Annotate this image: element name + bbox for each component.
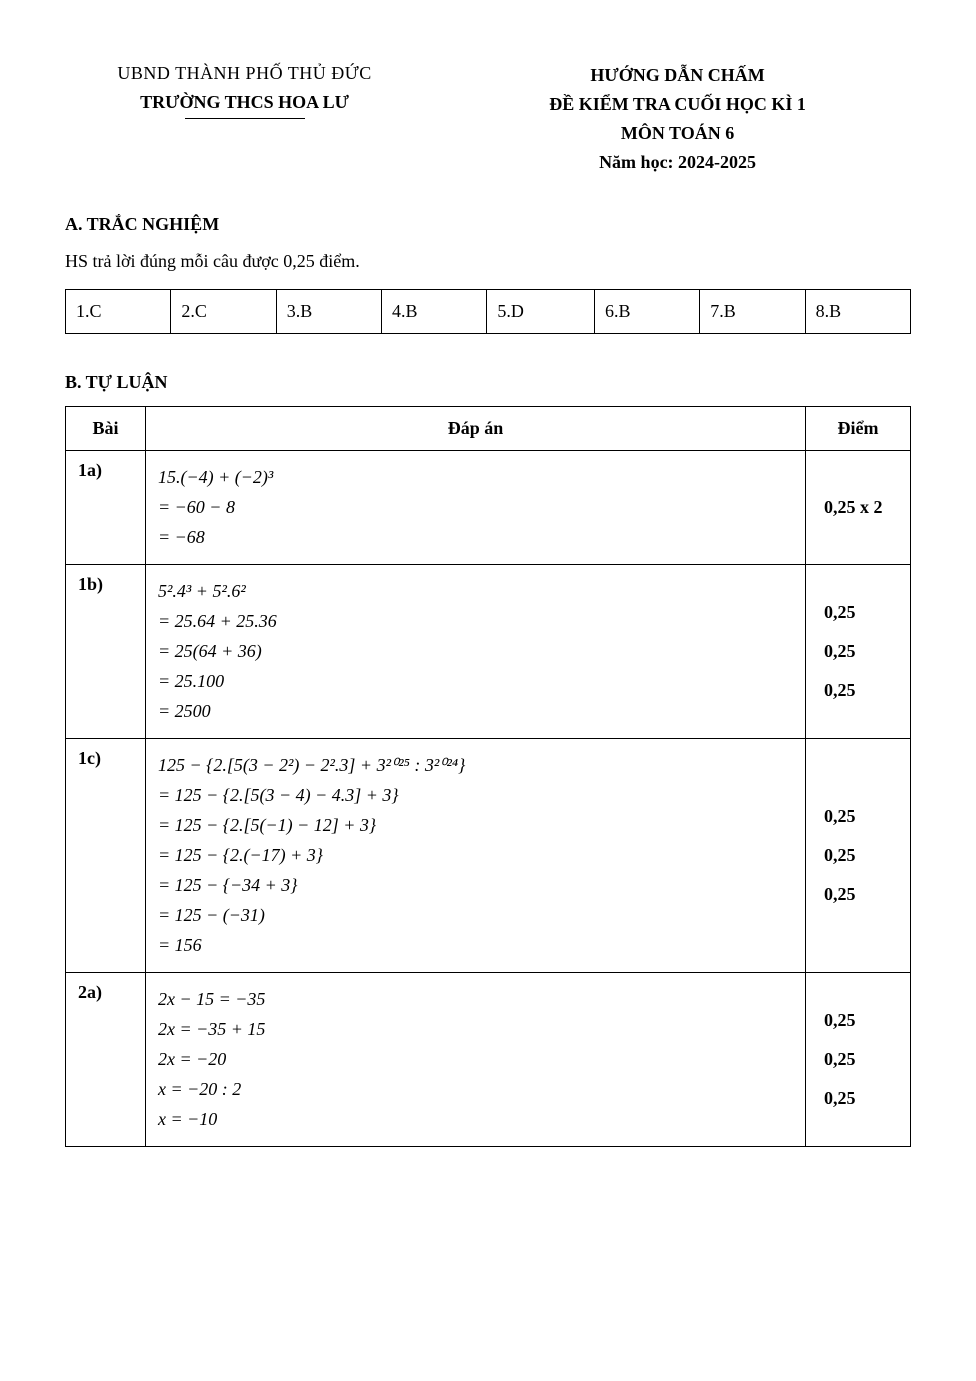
- table-row: 1.C 2.C 3.B 4.B 5.D 6.B 7.B 8.B: [66, 290, 911, 334]
- cell-bai: 2a): [66, 973, 146, 1147]
- section-b-title: B. TỰ LUẬN: [65, 369, 911, 396]
- cell-diem: 0,25 0,25 0,25: [806, 565, 911, 739]
- math-line: = 2500: [158, 698, 793, 725]
- math-line: = 125 − {2.[5(3 − 4) − 4.3] + 3}: [158, 782, 793, 809]
- mc-cell: 2.C: [171, 290, 276, 334]
- score-value: 0,25 x 2: [824, 488, 902, 527]
- header-right-line4: Năm học: 2024-2025: [444, 149, 911, 176]
- table-row: 1c) 125 − {2.[5(3 − 2²) − 2².3] + 3²⁰²⁵ …: [66, 739, 911, 973]
- score-value: 0,25: [824, 632, 902, 671]
- cell-bai: 1c): [66, 739, 146, 973]
- solution-table: Bài Đáp án Điểm 1a) 15.(−4) + (−2)³ = −6…: [65, 406, 911, 1147]
- header-left-line1: UBND THÀNH PHỐ THỦ ĐỨC: [65, 60, 424, 87]
- mc-cell: 8.B: [805, 290, 910, 334]
- mc-cell: 4.B: [382, 290, 487, 334]
- header-right-line3: MÔN TOÁN 6: [444, 120, 911, 147]
- math-line: = 125 − {−34 + 3}: [158, 872, 793, 899]
- score-value: 0,25: [824, 1001, 902, 1040]
- header-left: UBND THÀNH PHỐ THỦ ĐỨC TRƯỜNG THCS HOA L…: [65, 60, 444, 176]
- cell-dapan: 125 − {2.[5(3 − 2²) − 2².3] + 3²⁰²⁵ : 3²…: [146, 739, 806, 973]
- math-line: 2x = −35 + 15: [158, 1016, 793, 1043]
- math-line: 2x − 15 = −35: [158, 986, 793, 1013]
- header-left-line2: TRƯỜNG THCS HOA LƯ: [65, 89, 424, 116]
- header-right: HƯỚNG DẪN CHẤM ĐỀ KIỂM TRA CUỐI HỌC KÌ 1…: [444, 60, 911, 176]
- math-line: 125 − {2.[5(3 − 2²) − 2².3] + 3²⁰²⁵ : 3²…: [158, 752, 793, 779]
- cell-dapan: 2x − 15 = −35 2x = −35 + 15 2x = −20 x =…: [146, 973, 806, 1147]
- math-line: = −68: [158, 524, 793, 551]
- score-value: 0,25: [824, 593, 902, 632]
- cell-dapan: 5².4³ + 5².6² = 25.64 + 25.36 = 25(64 + …: [146, 565, 806, 739]
- score-value: 0,25: [824, 875, 902, 914]
- col-header-diem: Điểm: [806, 407, 911, 451]
- col-header-bai: Bài: [66, 407, 146, 451]
- math-line: = 25(64 + 36): [158, 638, 793, 665]
- mc-cell: 1.C: [66, 290, 171, 334]
- mc-cell: 7.B: [700, 290, 805, 334]
- cell-diem: 0,25 0,25 0,25: [806, 739, 911, 973]
- header-right-line1: HƯỚNG DẪN CHẤM: [444, 62, 911, 89]
- mc-cell: 3.B: [276, 290, 381, 334]
- section-a-note: HS trả lời đúng mỗi câu được 0,25 điểm.: [65, 248, 911, 275]
- math-line: = 156: [158, 932, 793, 959]
- score-value: 0,25: [824, 836, 902, 875]
- math-line: = 25.64 + 25.36: [158, 608, 793, 635]
- math-line: 5².4³ + 5².6²: [158, 578, 793, 605]
- multiple-choice-table: 1.C 2.C 3.B 4.B 5.D 6.B 7.B 8.B: [65, 289, 911, 334]
- table-header-row: Bài Đáp án Điểm: [66, 407, 911, 451]
- section-a-title: A. TRẮC NGHIỆM: [65, 211, 911, 238]
- math-line: = −60 − 8: [158, 494, 793, 521]
- table-row: 1a) 15.(−4) + (−2)³ = −60 − 8 = −68 0,25…: [66, 451, 911, 565]
- math-line: 2x = −20: [158, 1046, 793, 1073]
- score-value: 0,25: [824, 1079, 902, 1118]
- math-line: = 125 − {2.[5(−1) − 12] + 3}: [158, 812, 793, 839]
- cell-dapan: 15.(−4) + (−2)³ = −60 − 8 = −68: [146, 451, 806, 565]
- cell-bai: 1a): [66, 451, 146, 565]
- header-right-line2: ĐỀ KIỂM TRA CUỐI HỌC KÌ 1: [444, 91, 911, 118]
- header-underline: [185, 118, 305, 119]
- table-row: 2a) 2x − 15 = −35 2x = −35 + 15 2x = −20…: [66, 973, 911, 1147]
- math-line: 15.(−4) + (−2)³: [158, 464, 793, 491]
- mc-cell: 6.B: [594, 290, 699, 334]
- math-line: x = −10: [158, 1106, 793, 1133]
- math-line: = 125 − {2.(−17) + 3}: [158, 842, 793, 869]
- score-value: 0,25: [824, 671, 902, 710]
- score-value: 0,25: [824, 797, 902, 836]
- math-line: x = −20 : 2: [158, 1076, 793, 1103]
- math-line: = 25.100: [158, 668, 793, 695]
- cell-diem: 0,25 0,25 0,25: [806, 973, 911, 1147]
- document-header: UBND THÀNH PHỐ THỦ ĐỨC TRƯỜNG THCS HOA L…: [65, 60, 911, 176]
- math-line: = 125 − (−31): [158, 902, 793, 929]
- cell-bai: 1b): [66, 565, 146, 739]
- score-value: 0,25: [824, 1040, 902, 1079]
- table-row: 1b) 5².4³ + 5².6² = 25.64 + 25.36 = 25(6…: [66, 565, 911, 739]
- mc-cell: 5.D: [487, 290, 595, 334]
- cell-diem: 0,25 x 2: [806, 451, 911, 565]
- col-header-dapan: Đáp án: [146, 407, 806, 451]
